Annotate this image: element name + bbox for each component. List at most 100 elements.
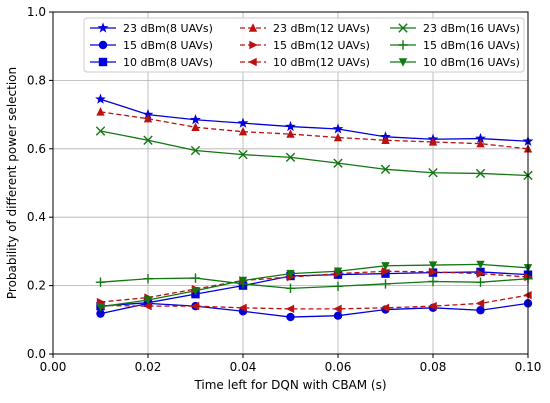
legend-item: 23 dBm(16 UAVs) — [390, 22, 520, 35]
legend-item: 23 dBm(8 UAVs) — [90, 22, 213, 35]
legend-marker — [398, 23, 408, 33]
legend-label: 23 dBm(16 UAVs) — [423, 22, 520, 35]
legend-marker — [98, 40, 108, 50]
data-point — [381, 267, 391, 276]
plot-frame — [52, 11, 529, 355]
data-point — [476, 306, 485, 315]
legend-marker — [249, 40, 258, 50]
legend: 23 dBm(8 UAVs) 15 dBm(8 UAVs) 10 dBm(8 UAV… — [83, 17, 525, 73]
series-line — [100, 111, 529, 150]
y-tick-label: 0.2 — [27, 279, 46, 293]
y-tick-label: 0.0 — [27, 347, 46, 361]
y-tick-label: 0.6 — [27, 142, 46, 156]
legend-item: 10 dBm(8 UAVs) — [90, 56, 213, 69]
data-point — [238, 127, 248, 136]
series-line — [100, 294, 529, 310]
legend-label: 23 dBm(8 UAVs) — [123, 22, 213, 35]
legend-label: 15 dBm(8 UAVs) — [123, 39, 213, 52]
ticks: 0.00 0.02 0.04 0.06 0.08 0.10 0.0 0.2 0.4 0.6 0.8 1… — [27, 5, 541, 374]
data-point — [96, 309, 105, 318]
data-point — [286, 312, 295, 322]
data-point — [428, 168, 438, 178]
data-point — [190, 114, 201, 125]
legend-item: 15 dBm(16 UAVs) — [390, 39, 520, 52]
series-layer — [95, 93, 534, 322]
legend-marker — [98, 57, 108, 67]
data-point — [381, 262, 390, 271]
data-point — [333, 311, 343, 320]
x-tick-label: 0.00 — [40, 360, 67, 374]
x-tick-label: 0.06 — [325, 360, 352, 374]
y-tick-label: 1.0 — [27, 5, 46, 19]
legend-item: 15 dBm(8 UAVs) — [90, 39, 213, 52]
data-point — [190, 273, 201, 283]
y-tick-label: 0.8 — [27, 73, 46, 87]
series-4 — [96, 107, 533, 153]
data-point — [428, 137, 438, 146]
data-point — [381, 135, 390, 144]
x-tick-label: 0.08 — [420, 360, 447, 374]
data-point — [333, 132, 343, 142]
legend-marker — [248, 57, 257, 67]
data-point — [285, 120, 296, 132]
series-line — [100, 263, 529, 308]
data-point — [143, 301, 152, 311]
data-point — [476, 269, 486, 278]
data-point — [96, 303, 105, 312]
data-point — [285, 152, 296, 163]
legend-label: 23 dBm(12 UAVs) — [273, 22, 370, 35]
data-point — [333, 304, 342, 314]
data-point — [475, 168, 486, 179]
legend-item: 10 dBm(12 UAVs) — [240, 56, 370, 69]
series-9 — [96, 260, 533, 312]
series-line — [100, 302, 529, 318]
data-point — [333, 281, 343, 291]
data-point — [475, 132, 486, 144]
data-point — [476, 260, 485, 270]
data-point — [190, 301, 200, 311]
x-axis-title: Time left for DQN with CBAM (s) — [193, 378, 386, 392]
data-point — [428, 261, 438, 270]
data-point — [380, 279, 391, 289]
series-line — [100, 130, 529, 177]
data-point — [238, 276, 248, 286]
y-tick-label: 0.4 — [27, 210, 46, 224]
x-tick-label: 0.04 — [230, 360, 257, 374]
y-axis-title: Probability of different power selection — [5, 67, 19, 299]
data-point — [238, 149, 248, 160]
legend-label: 15 dBm(16 UAVs) — [423, 39, 520, 52]
legend-marker — [398, 58, 408, 67]
legend-marker — [97, 22, 109, 33]
legend-item: 23 dBm(12 UAVs) — [240, 22, 370, 35]
data-point — [96, 107, 105, 116]
series-7 — [95, 126, 533, 181]
data-point — [428, 301, 437, 311]
legend-marker — [398, 40, 408, 50]
data-point — [332, 123, 344, 134]
legend-item: 15 dBm(12 UAVs) — [240, 39, 370, 52]
legend-label: 10 dBm(8 UAVs) — [123, 56, 213, 69]
data-point — [191, 122, 200, 131]
data-point — [285, 304, 295, 314]
data-point — [380, 164, 391, 175]
data-point — [238, 303, 247, 313]
data-point — [95, 277, 106, 287]
data-point — [143, 135, 153, 145]
data-point — [95, 93, 106, 104]
data-point — [143, 296, 153, 305]
legend-label: 10 dBm(12 UAVs) — [273, 56, 370, 69]
data-point — [143, 274, 153, 284]
data-point — [333, 158, 343, 168]
legend-label: 10 dBm(16 UAVs) — [423, 56, 520, 69]
x-tick-label: 0.10 — [515, 360, 542, 374]
data-point — [285, 283, 296, 294]
data-point — [428, 276, 438, 287]
data-point — [286, 129, 295, 138]
legend-label: 15 dBm(12 UAVs) — [273, 39, 370, 52]
data-point — [190, 145, 201, 156]
data-point — [476, 138, 485, 148]
data-point — [475, 277, 486, 287]
data-point — [286, 269, 295, 279]
x-tick-label: 0.02 — [135, 360, 162, 374]
